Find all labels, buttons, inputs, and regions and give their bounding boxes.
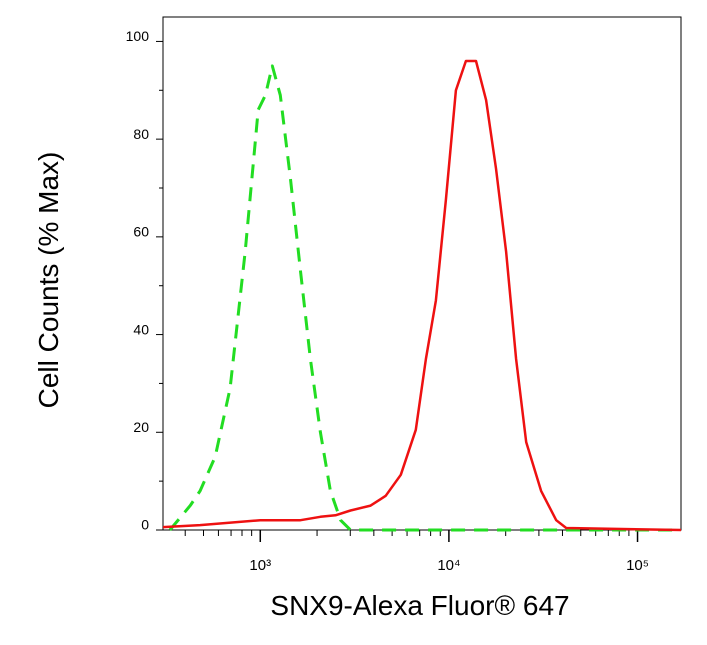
x-tick-label: 10³: [249, 557, 271, 574]
y-tick-label: 100: [126, 28, 150, 44]
y-axis-label: Cell Counts (% Max): [33, 152, 64, 409]
series-line: [168, 64, 681, 532]
x-axis-label: SNX9-Alexa Fluor® 647: [270, 590, 569, 621]
y-tick-label: 0: [141, 517, 149, 533]
y-tick-label: 20: [133, 419, 149, 435]
x-tick-label: 10⁴: [437, 557, 460, 574]
y-tick-label: 60: [133, 224, 149, 240]
series-line: [162, 59, 682, 532]
x-tick-label: 10⁵: [626, 557, 649, 574]
y-tick-label: 40: [133, 321, 149, 337]
plot-frame: [162, 16, 682, 531]
y-tick-label: 80: [133, 126, 149, 142]
